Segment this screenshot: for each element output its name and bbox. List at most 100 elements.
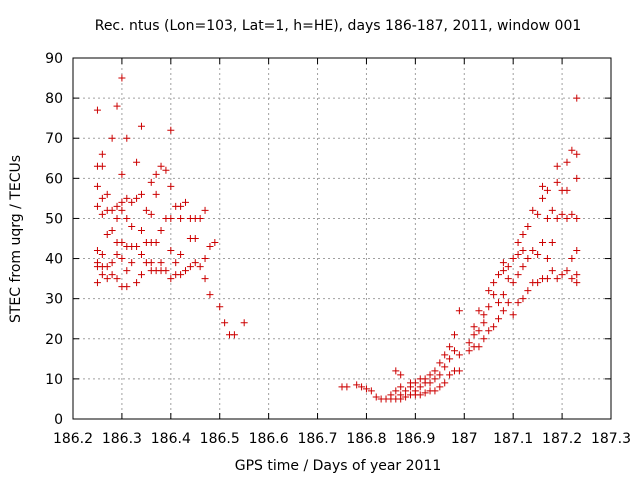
data-point (519, 263, 527, 271)
data-point (177, 202, 185, 210)
data-point (539, 239, 547, 247)
data-point (167, 182, 175, 190)
data-point (113, 102, 121, 110)
data-point (543, 275, 551, 283)
data-point (495, 315, 503, 323)
data-point (201, 206, 209, 214)
data-point (113, 251, 121, 259)
data-point (543, 255, 551, 263)
data-point (103, 263, 111, 271)
data-point (98, 210, 106, 218)
data-point (514, 299, 522, 307)
data-point (563, 214, 571, 222)
data-point (543, 186, 551, 194)
data-point (118, 255, 126, 263)
data-point (162, 267, 170, 275)
data-point (568, 275, 576, 283)
data-point (573, 271, 581, 279)
data-point (450, 331, 458, 339)
data-point (446, 371, 454, 379)
data-point (98, 251, 106, 259)
data-point (450, 347, 458, 355)
data-point (137, 226, 145, 234)
data-point (152, 239, 160, 247)
data-point (436, 371, 444, 379)
x-axis-label: GPS time / Days of year 2011 (235, 458, 442, 474)
data-point (196, 214, 204, 222)
x-tick-label: 187.1 (493, 431, 533, 447)
data-point (157, 226, 165, 234)
data-point (431, 375, 439, 383)
data-point (358, 383, 366, 391)
data-point (397, 371, 405, 379)
data-point (93, 279, 101, 287)
data-point (553, 275, 561, 283)
data-point (465, 339, 473, 347)
data-point (568, 146, 576, 154)
data-point (436, 383, 444, 391)
data-point (480, 311, 488, 319)
data-point (563, 158, 571, 166)
y-axis-label: STEC from uqrg / TECUs (8, 155, 24, 323)
data-point (446, 343, 454, 351)
x-tick-label: 186.3 (102, 431, 142, 447)
data-point (133, 158, 141, 166)
data-point (113, 275, 121, 283)
data-point (108, 226, 116, 234)
data-point (455, 307, 463, 315)
data-point (387, 391, 395, 399)
data-point (167, 126, 175, 134)
data-point (181, 267, 189, 275)
data-point (98, 162, 106, 170)
data-point (431, 367, 439, 375)
data-point (93, 247, 101, 255)
data-point (421, 375, 429, 383)
data-point (475, 307, 483, 315)
y-tick-label: 70 (45, 131, 63, 147)
data-point (553, 162, 561, 170)
data-point (98, 194, 106, 202)
data-point (367, 387, 375, 395)
data-point (216, 303, 224, 311)
y-tick-label: 30 (45, 292, 63, 308)
data-point (436, 359, 444, 367)
data-point (177, 251, 185, 259)
data-point (230, 331, 238, 339)
data-point (128, 259, 136, 267)
data-point (499, 291, 507, 299)
data-point (157, 162, 165, 170)
data-point (411, 379, 419, 387)
data-point (113, 214, 121, 222)
data-point (534, 251, 542, 259)
data-point (142, 206, 150, 214)
x-tick-label: 187 (451, 431, 478, 447)
data-point (123, 134, 131, 142)
data-point (123, 194, 131, 202)
data-point (441, 351, 449, 359)
data-point (416, 383, 424, 391)
y-tick-label: 0 (54, 412, 63, 428)
data-point (426, 371, 434, 379)
data-point (162, 166, 170, 174)
data-point (499, 267, 507, 275)
data-point (108, 206, 116, 214)
data-point (568, 210, 576, 218)
x-tick-label: 186.8 (346, 431, 386, 447)
data-point (152, 170, 160, 178)
data-point (206, 243, 214, 251)
data-point (490, 291, 498, 299)
data-point (485, 327, 493, 335)
data-point (573, 150, 581, 158)
data-point (524, 222, 532, 230)
data-point (411, 387, 419, 395)
data-point (504, 275, 512, 283)
data-point (402, 387, 410, 395)
data-point (519, 295, 527, 303)
data-point (118, 170, 126, 178)
data-point (123, 283, 131, 291)
data-point (446, 355, 454, 363)
data-point (392, 387, 400, 395)
data-point (514, 271, 522, 279)
data-point (539, 194, 547, 202)
data-point (167, 247, 175, 255)
